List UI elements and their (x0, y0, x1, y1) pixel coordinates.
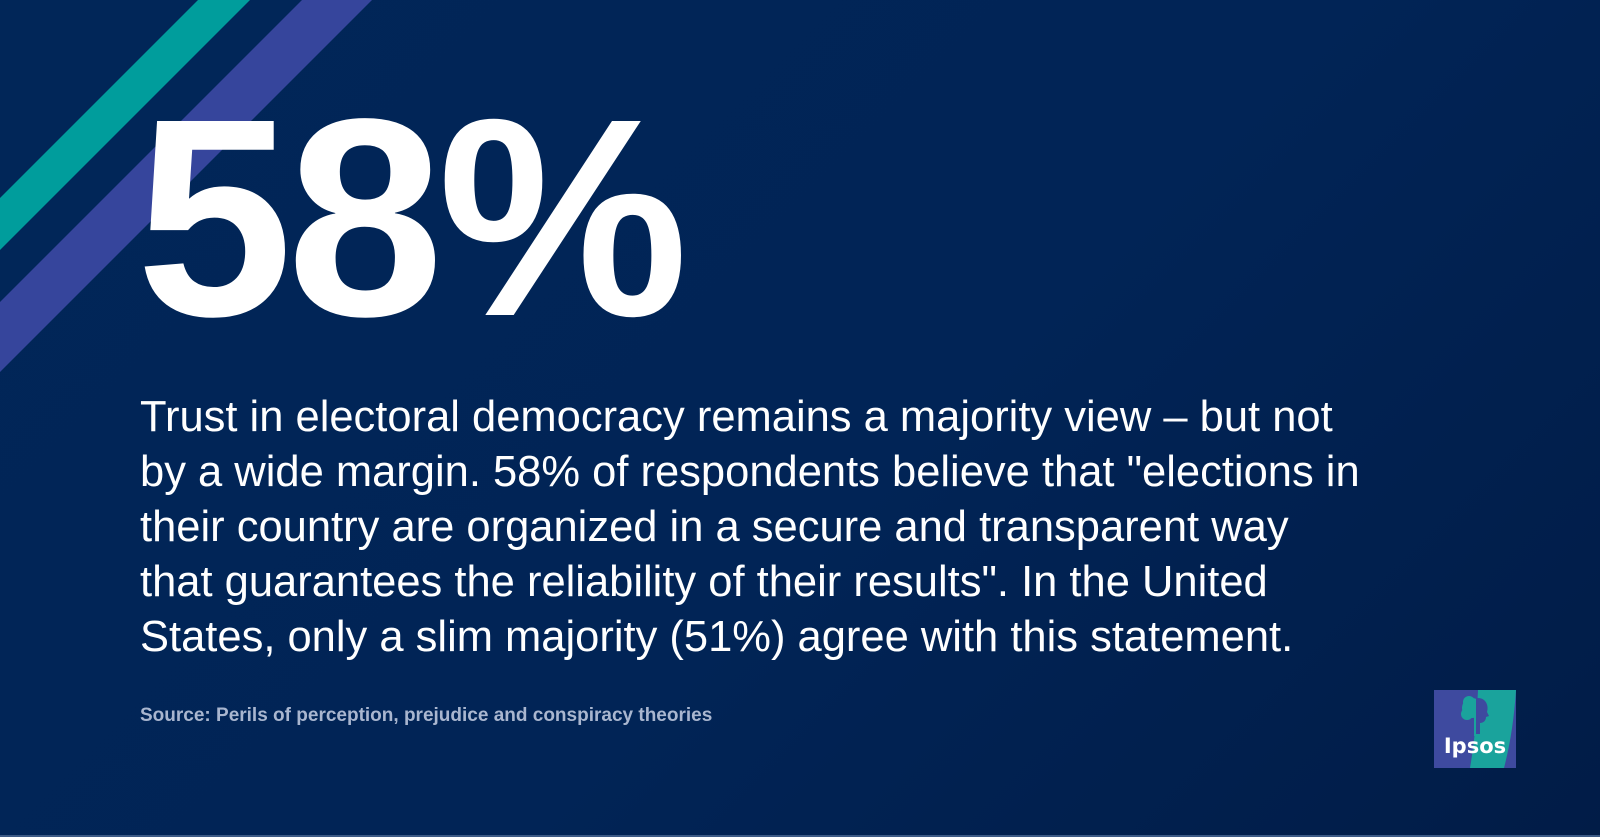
purple-stripe (0, 0, 372, 372)
source-citation: Source: Perils of perception, prejudice … (140, 705, 713, 726)
body-paragraph: Trust in electoral democracy remains a m… (140, 390, 1460, 665)
logo-text: Ipsos (1444, 734, 1506, 758)
ipsos-logo-icon: Ipsos (1434, 690, 1516, 768)
teal-stripe (0, 0, 250, 250)
bottom-border (0, 835, 1600, 837)
body-line: that guarantees the reliability of their… (140, 558, 1268, 606)
body-line: Trust in electoral democracy remains a m… (140, 393, 1333, 441)
body-line: by a wide margin. 58% of respondents bel… (140, 448, 1360, 496)
body-line: their country are organized in a secure … (140, 503, 1289, 551)
headline-stat: 58% (136, 60, 688, 375)
decorative-stripes (0, 0, 372, 372)
body-line: States, only a slim majority (51%) agree… (140, 613, 1294, 661)
